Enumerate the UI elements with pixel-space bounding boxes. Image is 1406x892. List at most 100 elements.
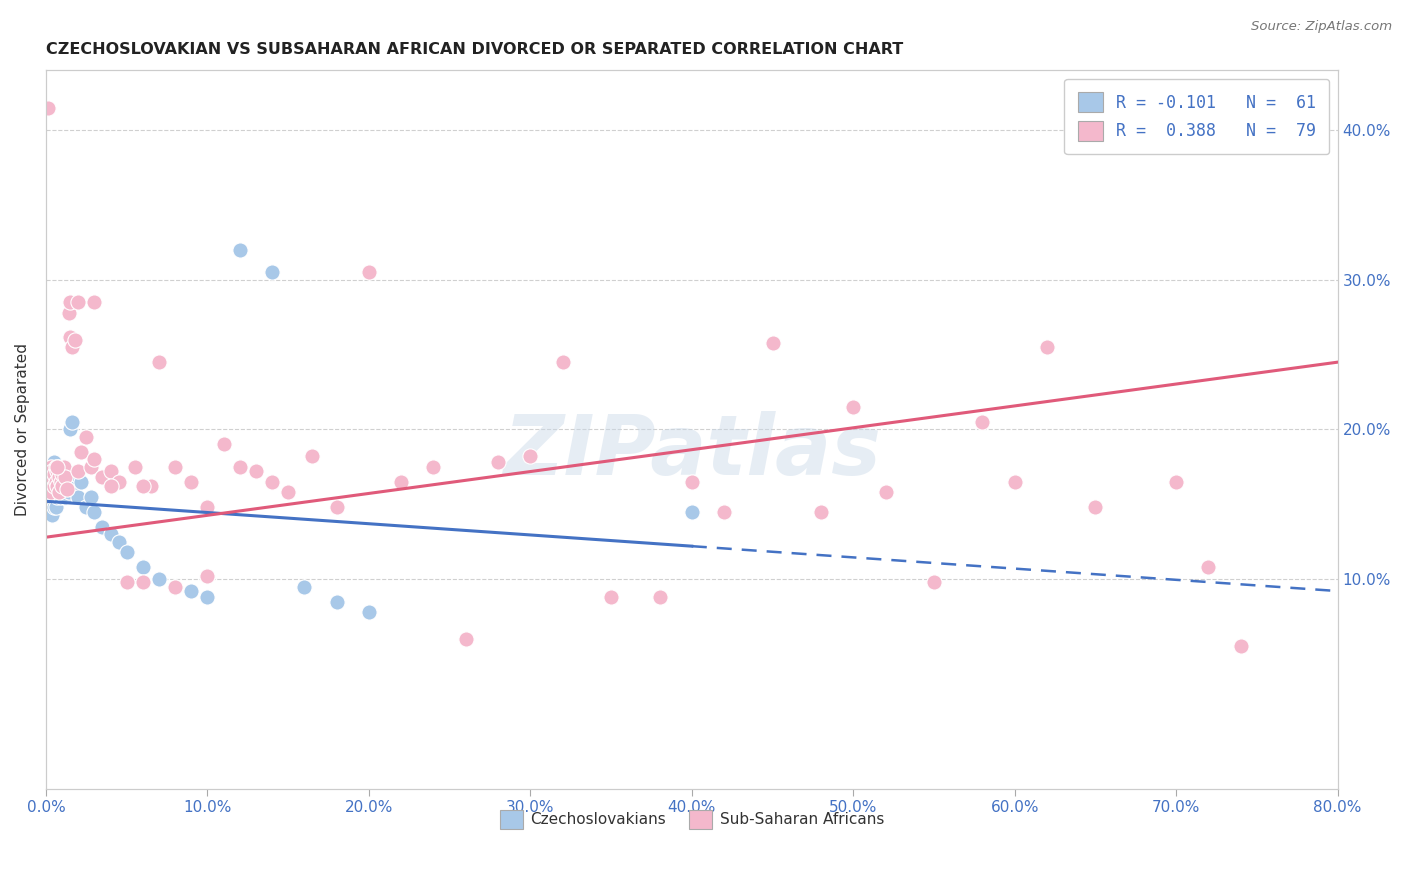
Point <box>42 455 65 469</box>
Point <box>875 485 897 500</box>
Point <box>325 500 347 515</box>
Point <box>45 470 67 484</box>
Point <box>53 470 76 484</box>
Point <box>148 355 170 369</box>
Point <box>48 485 70 500</box>
Point <box>62 479 84 493</box>
Point <box>52 464 75 478</box>
Point <box>100 527 122 541</box>
Point <box>325 594 347 608</box>
Point <box>83 295 105 310</box>
Point <box>139 479 162 493</box>
Point <box>713 505 735 519</box>
Point <box>100 479 122 493</box>
Point <box>45 459 67 474</box>
Text: ZIPatlas: ZIPatlas <box>503 410 880 491</box>
Point <box>41 467 63 482</box>
Point <box>115 575 138 590</box>
Point <box>357 265 380 279</box>
Point <box>1229 640 1251 654</box>
Point <box>39 459 62 474</box>
Point <box>56 483 79 497</box>
Point <box>42 467 65 482</box>
Point <box>45 475 67 489</box>
Point <box>37 490 59 504</box>
Point <box>42 479 65 493</box>
Point <box>59 329 82 343</box>
Point <box>48 475 70 489</box>
Point <box>681 505 703 519</box>
Point <box>519 450 541 464</box>
Point <box>58 306 80 320</box>
Point <box>46 467 69 482</box>
Point <box>42 500 65 515</box>
Point <box>197 569 219 583</box>
Point <box>41 470 63 484</box>
Point <box>132 479 155 493</box>
Point <box>228 243 250 257</box>
Point <box>51 479 73 493</box>
Point <box>132 560 155 574</box>
Point <box>180 584 202 599</box>
Text: CZECHOSLOVAKIAN VS SUBSAHARAN AFRICAN DIVORCED OR SEPARATED CORRELATION CHART: CZECHOSLOVAKIAN VS SUBSAHARAN AFRICAN DI… <box>46 42 903 57</box>
Point <box>389 475 412 489</box>
Point <box>972 415 994 429</box>
Point <box>648 590 671 604</box>
Point <box>713 505 735 519</box>
Point <box>37 479 59 493</box>
Point <box>70 475 93 489</box>
Point <box>600 590 623 604</box>
Point <box>51 475 73 489</box>
Point <box>212 437 235 451</box>
Text: Source: ZipAtlas.com: Source: ZipAtlas.com <box>1251 20 1392 33</box>
Point <box>59 422 82 436</box>
Point <box>60 415 83 429</box>
Point <box>197 590 219 604</box>
Point <box>260 265 283 279</box>
Point <box>52 479 75 493</box>
Point <box>245 464 267 478</box>
Point <box>922 575 945 590</box>
Point <box>761 335 783 350</box>
Point <box>42 490 65 504</box>
Point <box>46 490 69 504</box>
Point <box>165 580 187 594</box>
Point <box>46 479 69 493</box>
Point <box>1084 500 1107 515</box>
Point <box>810 505 832 519</box>
Point <box>67 295 90 310</box>
Point <box>124 459 146 474</box>
Point <box>80 459 103 474</box>
Point <box>91 519 114 533</box>
Point <box>53 490 76 504</box>
Point <box>100 464 122 478</box>
Point <box>39 485 62 500</box>
Point <box>681 475 703 489</box>
Point <box>277 485 299 500</box>
Point <box>292 580 315 594</box>
Point <box>107 475 129 489</box>
Point <box>38 464 60 478</box>
Point <box>51 467 73 482</box>
Point <box>41 483 63 497</box>
Point <box>63 467 86 482</box>
Point <box>91 470 114 484</box>
Point <box>115 545 138 559</box>
Point <box>260 475 283 489</box>
Point <box>42 475 65 489</box>
Point <box>67 490 90 504</box>
Point <box>148 572 170 586</box>
Point <box>132 575 155 590</box>
Point <box>41 508 63 522</box>
Point <box>1198 560 1220 574</box>
Point <box>551 355 574 369</box>
Point <box>454 632 477 646</box>
Point <box>53 470 76 484</box>
Point <box>45 500 67 515</box>
Point <box>75 500 97 515</box>
Point <box>80 490 103 504</box>
Point <box>41 494 63 508</box>
Point <box>107 534 129 549</box>
Point <box>39 500 62 515</box>
Point <box>49 490 72 504</box>
